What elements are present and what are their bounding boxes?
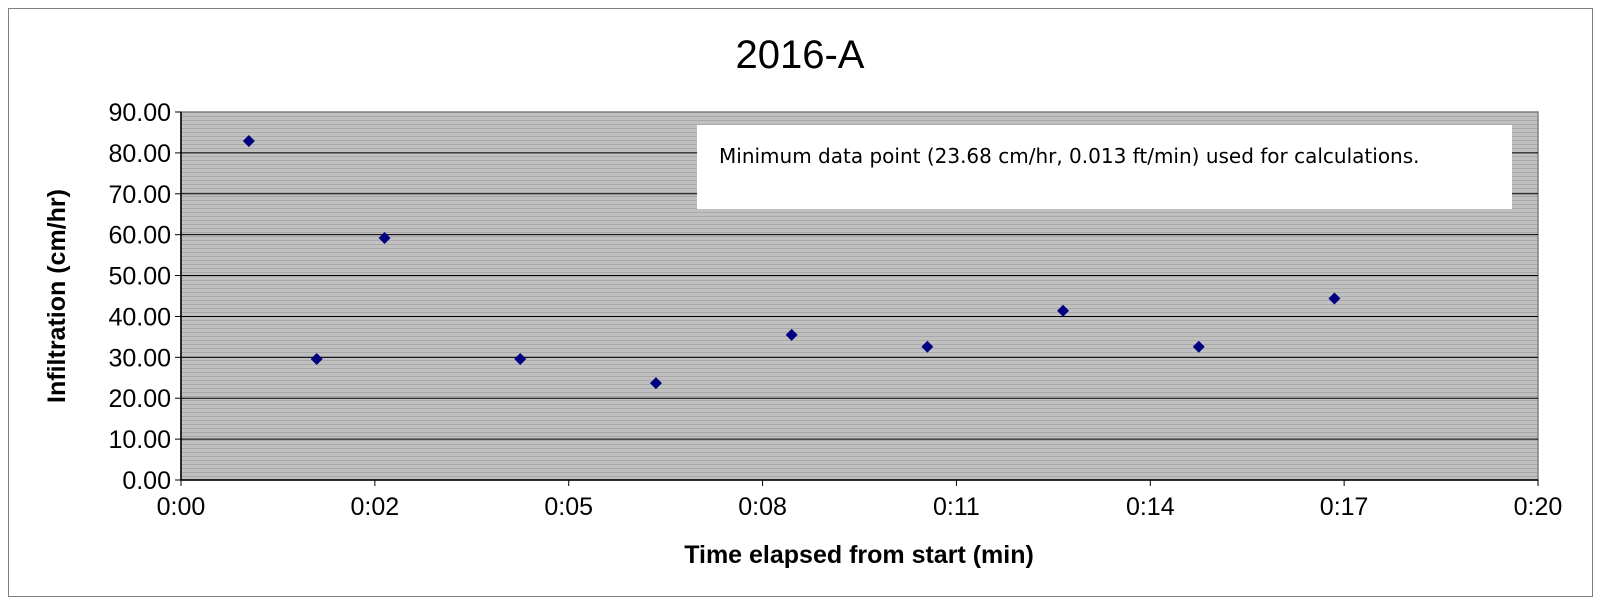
x-tick-label: 0:17	[1320, 493, 1369, 521]
chart-title: 2016-A	[736, 33, 865, 77]
x-axis-ticks: 0:00 0:02 0:05 0:08 0:11 0:14 0:17 0:20	[157, 480, 1563, 521]
y-tick-label: 60.00	[108, 222, 171, 250]
x-axis-label: Time elapsed from start (min)	[684, 541, 1034, 569]
x-tick-label: 0:00	[157, 493, 206, 521]
y-tick-label: 10.00	[108, 426, 171, 454]
y-axis-label: Infiltration (cm/hr)	[43, 189, 71, 403]
data-point	[1057, 304, 1070, 317]
y-axis-ticks: 0.00 10.00 20.00 30.00 40.00 50.00 60.00 70.00 8…	[108, 99, 181, 495]
y-tick-label: 80.00	[108, 140, 171, 168]
annotation-text: Minimum data point (23.68 cm/hr, 0.013 f…	[719, 144, 1420, 168]
data-point	[1192, 340, 1205, 353]
x-tick-label: 0:05	[544, 493, 593, 521]
data-point	[242, 135, 255, 148]
data-point	[785, 328, 798, 341]
data-point	[514, 352, 527, 365]
y-tick-label: 30.00	[108, 344, 171, 372]
data-point	[310, 352, 323, 365]
x-tick-label: 0:20	[1514, 493, 1563, 521]
x-tick-label: 0:02	[351, 493, 400, 521]
axes	[180, 112, 1538, 481]
y-tick-label: 50.00	[108, 263, 171, 291]
data-points	[242, 135, 1341, 390]
y-tick-label: 40.00	[108, 303, 171, 331]
data-point	[1328, 292, 1341, 305]
y-tick-label: 0.00	[122, 467, 171, 495]
x-tick-label: 0:08	[738, 493, 787, 521]
y-tick-label: 20.00	[108, 385, 171, 413]
x-tick-label: 0:14	[1126, 493, 1175, 521]
y-tick-label: 70.00	[108, 181, 171, 209]
x-tick-label: 0:11	[933, 493, 980, 521]
y-tick-label: 90.00	[108, 99, 171, 127]
data-point	[649, 377, 662, 390]
data-point	[921, 340, 934, 353]
annotation-box: Minimum data point (23.68 cm/hr, 0.013 f…	[697, 125, 1512, 209]
data-point	[378, 231, 391, 244]
